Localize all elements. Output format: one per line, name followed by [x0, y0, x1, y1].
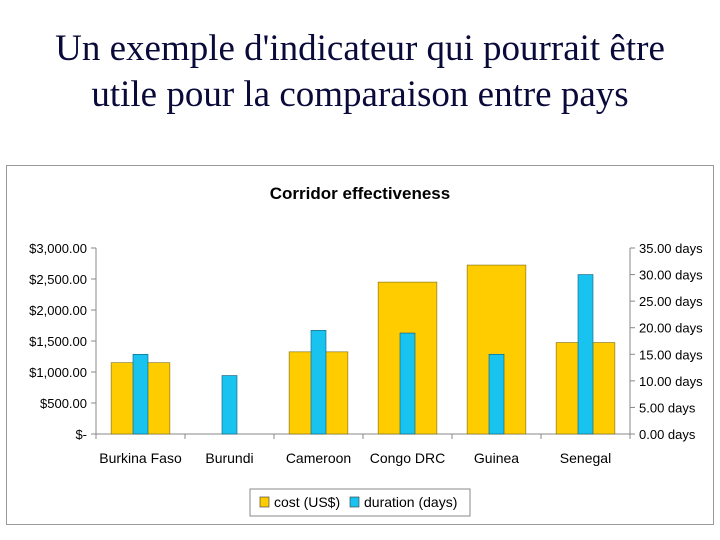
x-tick-label: Burundi [205, 450, 253, 466]
y-right-tick-label: 20.00 days [639, 321, 703, 336]
y-left-tick-label: $1,000.00 [29, 365, 87, 380]
y-right-tick-label: 15.00 days [639, 347, 703, 362]
legend-swatch [349, 496, 360, 508]
x-tick-label: Burkina Faso [99, 450, 182, 466]
y-right-tick-label: 10.00 days [639, 374, 703, 389]
slide-title-line-1: Un exemple d'indicateur qui pourrait êtr… [55, 28, 665, 69]
y-left-tick-label: $3,000.00 [29, 241, 87, 256]
slide-title: Un exemple d'indicateur qui pourrait êtr… [0, 26, 720, 118]
slide-title-line-2: utile pour la comparaison entre pays [91, 74, 629, 115]
y-left-tick-label: $- [75, 427, 87, 442]
y-right-tick-label: 0.00 days [639, 427, 696, 442]
y-left-tick-label: $500.00 [40, 396, 87, 411]
y-left-tick-label: $1,500.00 [29, 334, 87, 349]
x-tick-label: Cameroon [286, 450, 351, 466]
x-tick-label: Congo DRC [370, 450, 445, 466]
y-right-tick-label: 5.00 days [639, 400, 696, 415]
y-right-tick-label: 35.00 days [639, 241, 703, 256]
duration-bar [132, 353, 149, 435]
corridor-chart: Corridor effectiveness $- $500.00 $1,000.0… [29, 184, 703, 517]
y-left-tick-label: $2,000.00 [29, 303, 87, 318]
chart-frame: Corridor effectiveness $- $500.00 $1,000.0… [6, 165, 714, 525]
legend-box [249, 488, 471, 517]
duration-bar [577, 274, 594, 435]
duration-bar [488, 353, 505, 435]
y-right-tick-label: 30.00 days [639, 268, 703, 283]
legend-label: duration (days) [364, 494, 457, 510]
chart-title: Corridor effectiveness [270, 184, 450, 203]
y-right-tick-label: 25.00 days [639, 294, 703, 309]
legend-swatch [259, 496, 270, 508]
x-tick-label: Guinea [474, 450, 519, 466]
y-left-tick-label: $2,500.00 [29, 272, 87, 287]
duration-bar [399, 332, 416, 435]
x-tick-label: Senegal [560, 450, 611, 466]
legend-label: cost (US$) [274, 494, 340, 510]
duration-bar [221, 375, 238, 435]
duration-bar [310, 330, 327, 435]
